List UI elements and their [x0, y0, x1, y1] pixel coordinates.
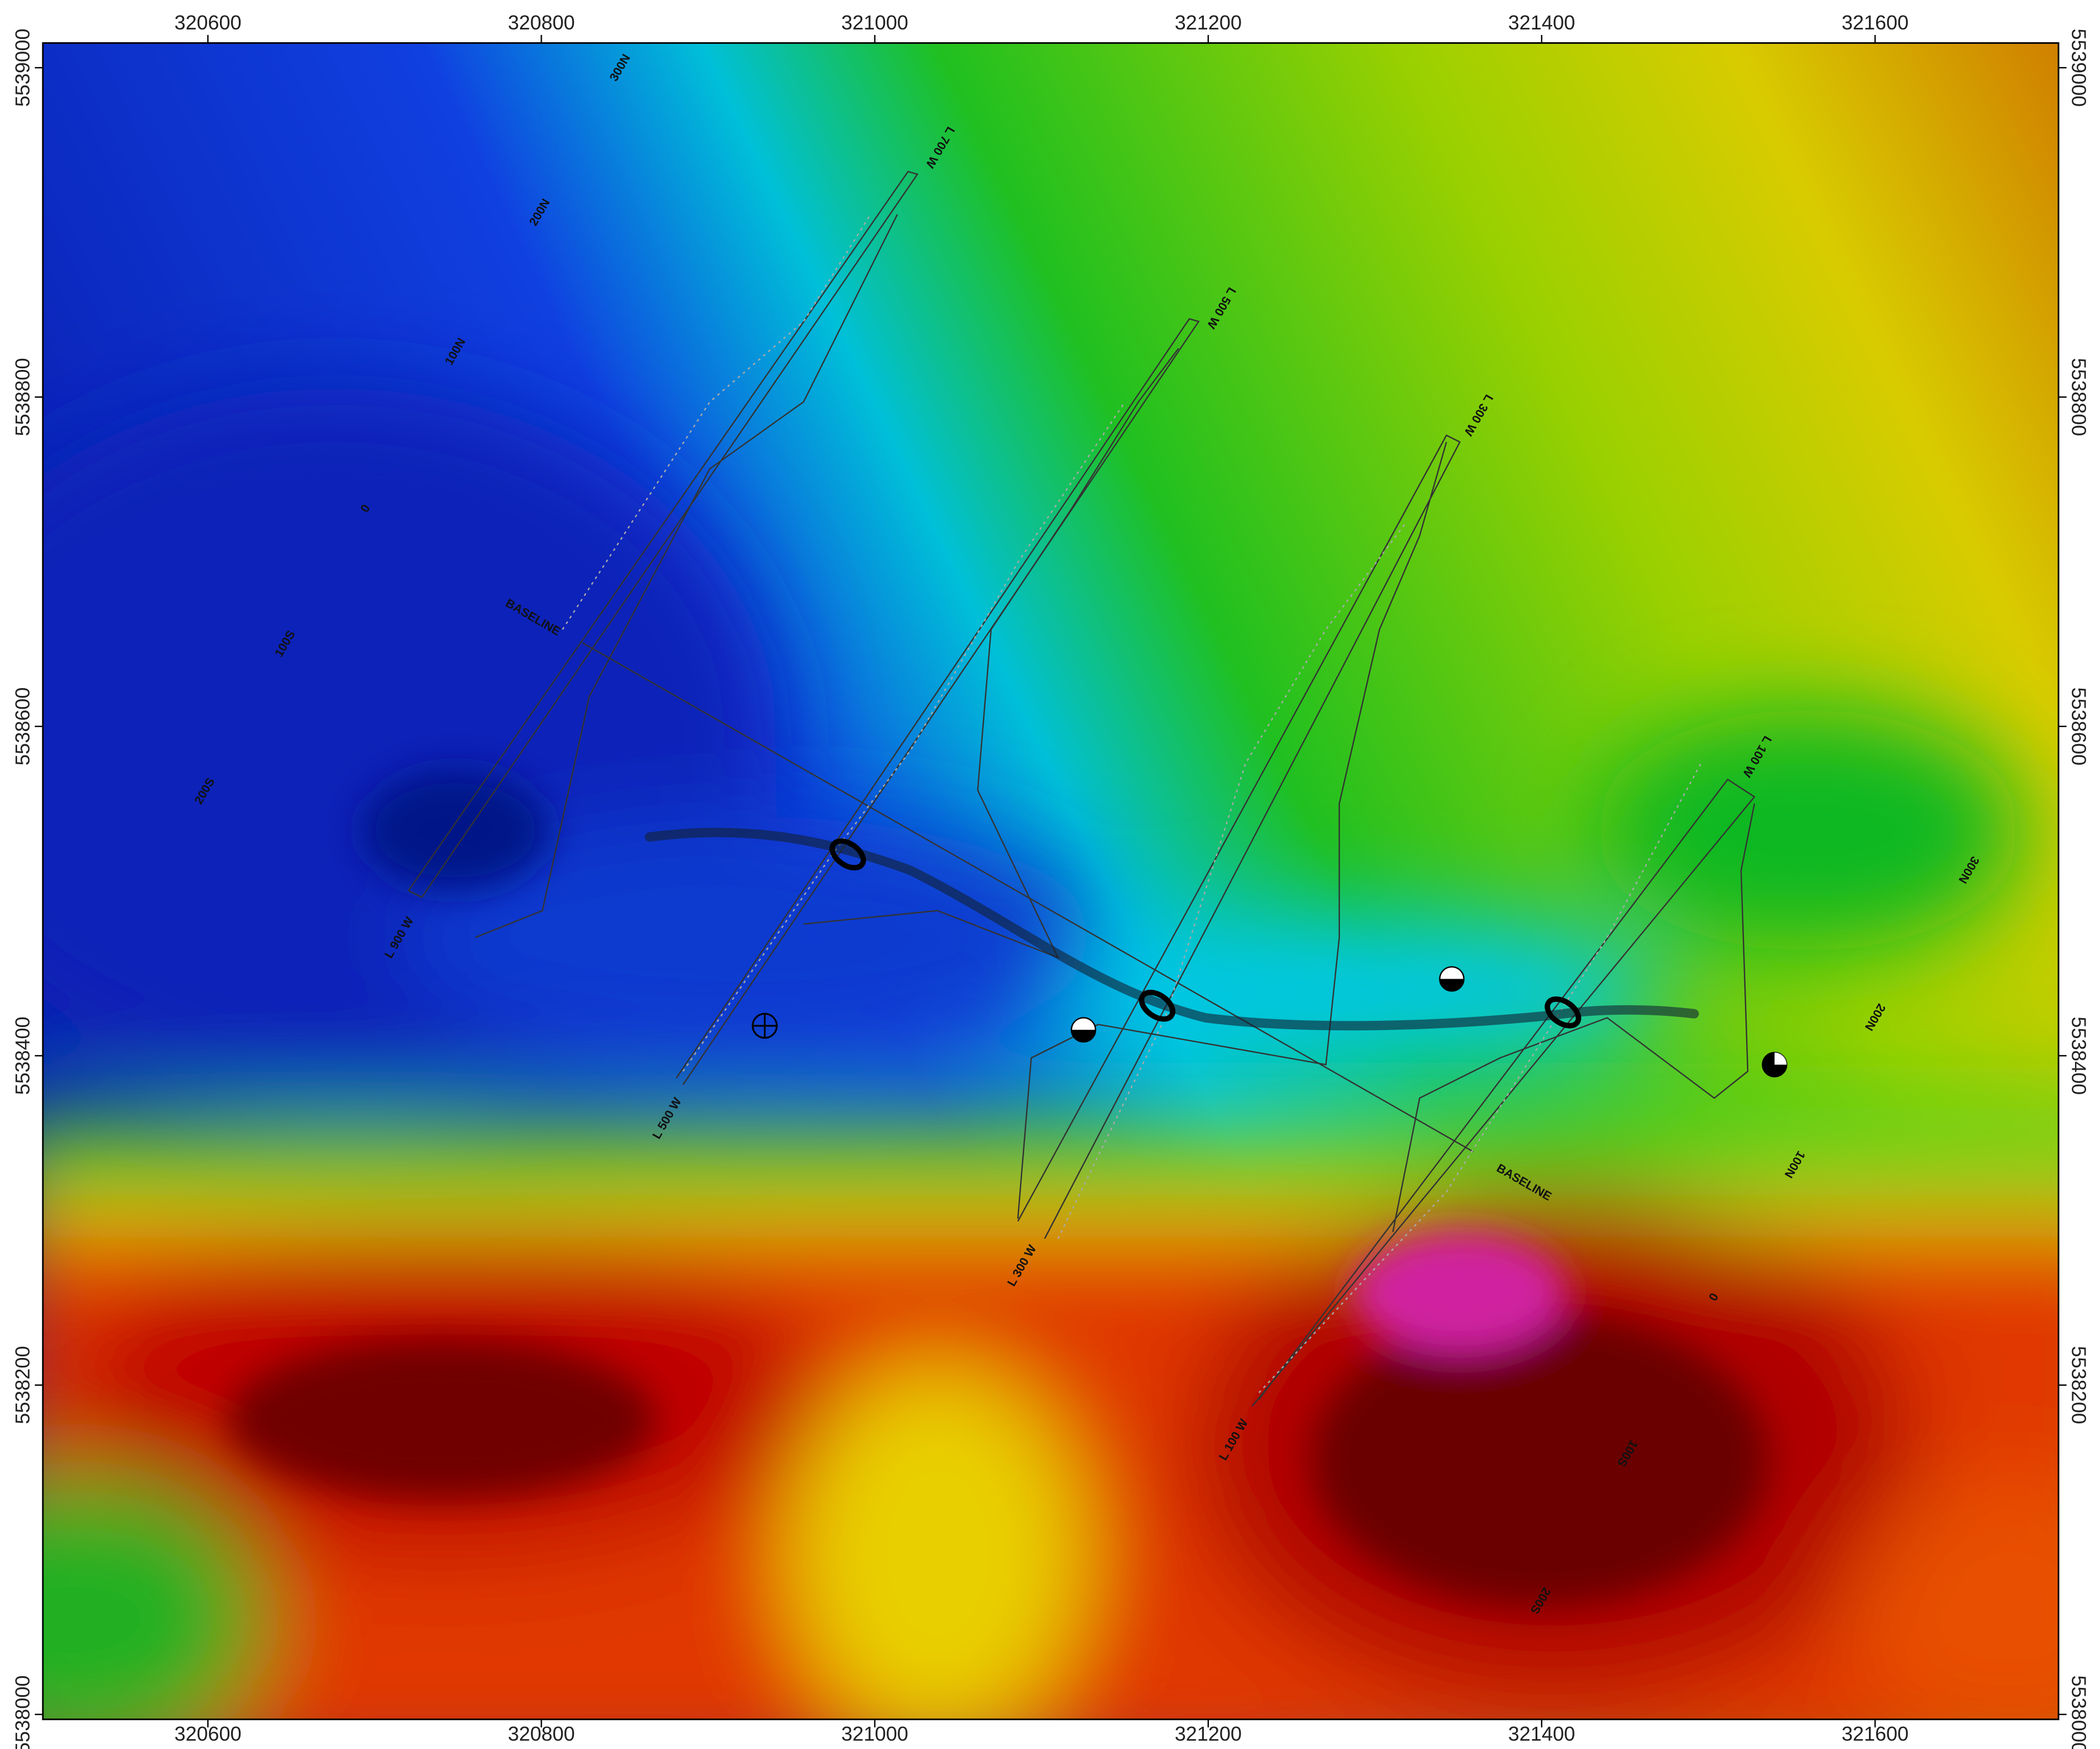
x-tick-label: 321400 [1508, 11, 1576, 34]
y-tick-label: 5538200 [11, 1346, 34, 1424]
peak-magenta [1353, 1232, 1567, 1352]
drill-hole [1763, 1053, 1787, 1076]
y-tick-label: 5538400 [2067, 1016, 2090, 1095]
x-tick-label: 321600 [1842, 1722, 1909, 1745]
peak [1313, 1312, 1768, 1607]
y-tick-label: 5538200 [2067, 1346, 2090, 1424]
y-tick-label: 5538000 [11, 1675, 34, 1749]
x-tick-label: 321000 [841, 1722, 908, 1745]
y-tick-label: 5538600 [2067, 687, 2090, 765]
y-tick-label: 5538400 [11, 1016, 34, 1095]
colour-grid: 300N 200N 100N 0 100S 200S BASELINE L 90… [0, 43, 2100, 1749]
x-tick-label: 321600 [1842, 11, 1909, 34]
x-tick-label: 321000 [841, 11, 908, 34]
cyan-zone [1072, 918, 1661, 1065]
page: {"map": { "xlim": [320501, 321710], "yli… [0, 0, 2100, 1749]
drill-hole [1072, 1018, 1096, 1041]
x-tick-label: 321200 [1174, 11, 1242, 34]
y-tick-label: 5538800 [2067, 358, 2090, 437]
peak [228, 1339, 656, 1500]
x-tick-label: 321200 [1174, 1722, 1242, 1745]
x-tick-label: 320600 [174, 11, 242, 34]
y-tick-label: 5538000 [2067, 1675, 2090, 1749]
x-tick-label: 321400 [1508, 1722, 1576, 1745]
trough [362, 770, 549, 890]
planned-hole [753, 1014, 777, 1038]
x-tick-label: 320600 [174, 1722, 242, 1745]
drill-hole [1440, 967, 1464, 991]
y-tick-label: 5539000 [11, 29, 34, 107]
y-tick-label: 5538600 [11, 687, 34, 765]
map: 300N 200N 100N 0 100S 200S BASELINE L 90… [0, 0, 2100, 1749]
x-tick-label: 320800 [508, 1722, 575, 1745]
yellow-band [0, 1185, 2100, 1225]
y-tick-label: 5539000 [2067, 29, 2090, 107]
x-tick-label: 320800 [508, 11, 575, 34]
y-tick-label: 5538800 [11, 358, 34, 437]
yellow-zone [790, 1366, 1084, 1741]
